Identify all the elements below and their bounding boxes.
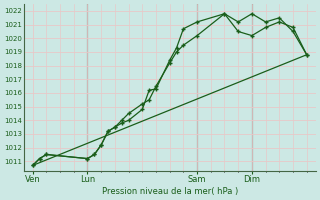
X-axis label: Pression niveau de la mer( hPa ): Pression niveau de la mer( hPa ) (101, 187, 238, 196)
